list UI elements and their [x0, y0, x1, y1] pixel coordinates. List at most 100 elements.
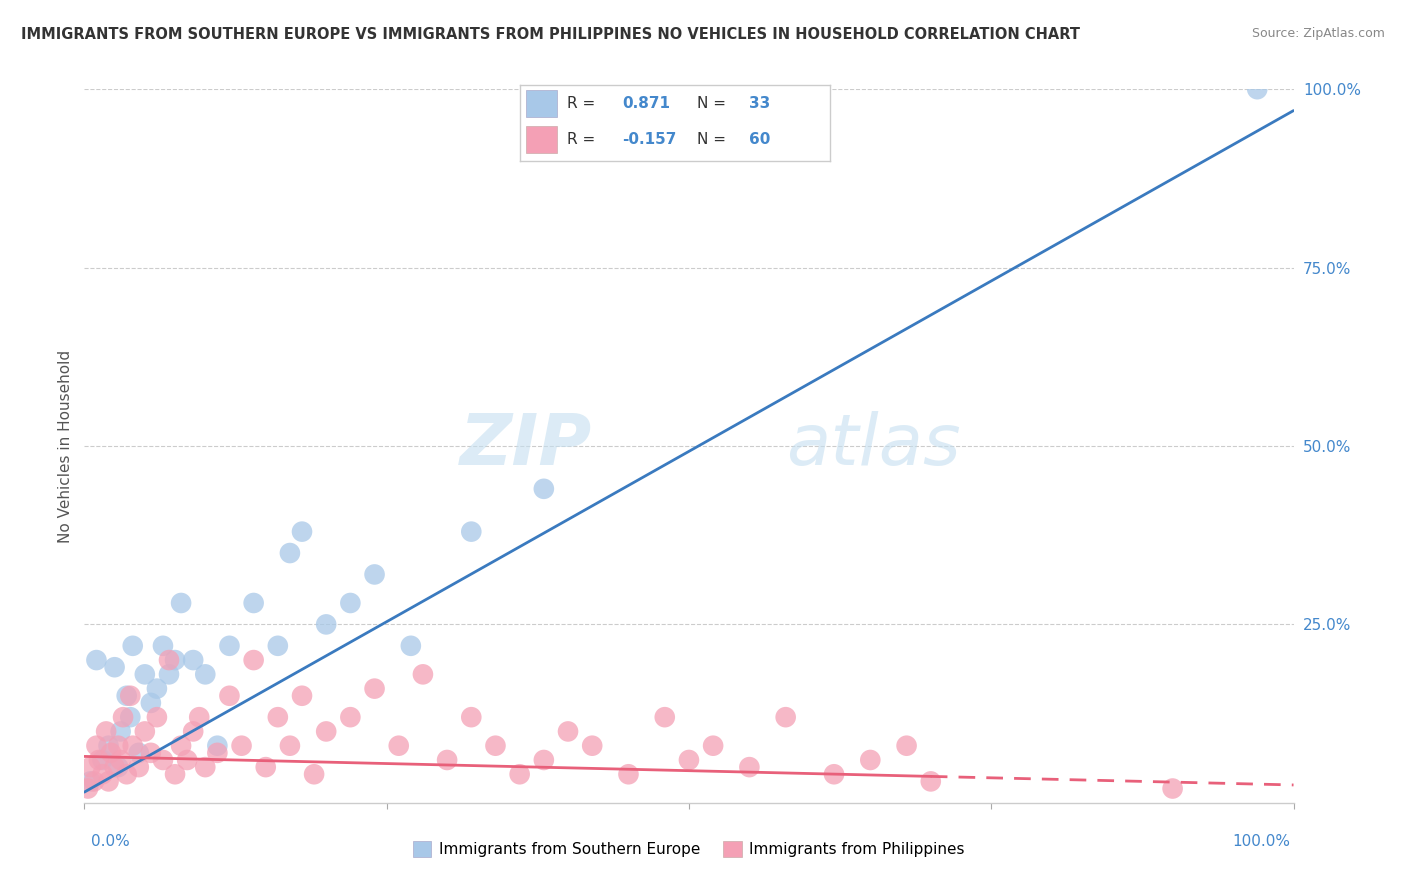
- Point: [278, 739, 301, 753]
- Point: [738, 760, 761, 774]
- Text: atlas: atlas: [786, 411, 960, 481]
- Point: [654, 710, 676, 724]
- Point: [436, 753, 458, 767]
- Text: N =: N =: [696, 132, 730, 147]
- Point: [557, 724, 579, 739]
- Point: [115, 767, 138, 781]
- Point: [146, 681, 169, 696]
- Point: [83, 774, 105, 789]
- Point: [896, 739, 918, 753]
- Point: [315, 617, 337, 632]
- Point: [110, 724, 132, 739]
- Text: 0.871: 0.871: [623, 95, 671, 111]
- Point: [100, 746, 122, 760]
- Point: [339, 710, 361, 724]
- Point: [139, 696, 162, 710]
- Point: [291, 689, 314, 703]
- Point: [242, 596, 264, 610]
- Text: IMMIGRANTS FROM SOUTHERN EUROPE VS IMMIGRANTS FROM PHILIPPINES NO VEHICLES IN HO: IMMIGRANTS FROM SOUTHERN EUROPE VS IMMIG…: [21, 27, 1080, 42]
- Point: [188, 710, 211, 724]
- Point: [134, 724, 156, 739]
- Point: [267, 710, 290, 724]
- Point: [121, 739, 143, 753]
- Text: 0.0%: 0.0%: [91, 834, 131, 849]
- Point: [823, 767, 845, 781]
- Point: [412, 667, 434, 681]
- Point: [194, 667, 217, 681]
- Point: [107, 760, 129, 774]
- Point: [1246, 82, 1268, 96]
- Point: [152, 639, 174, 653]
- Text: 60: 60: [749, 132, 770, 147]
- Text: 100.0%: 100.0%: [1233, 834, 1291, 849]
- Point: [460, 710, 482, 724]
- Point: [194, 760, 217, 774]
- Point: [97, 774, 120, 789]
- Point: [86, 739, 108, 753]
- Point: [165, 653, 187, 667]
- Point: [254, 760, 277, 774]
- Point: [94, 724, 117, 739]
- Point: [176, 753, 198, 767]
- Legend: Immigrants from Southern Europe, Immigrants from Philippines: Immigrants from Southern Europe, Immigra…: [406, 835, 972, 863]
- Point: [139, 746, 162, 760]
- Point: [97, 739, 120, 753]
- Point: [509, 767, 531, 781]
- Point: [79, 760, 101, 774]
- Point: [242, 653, 264, 667]
- Point: [399, 639, 422, 653]
- Point: [121, 639, 143, 653]
- Point: [157, 667, 180, 681]
- Text: N =: N =: [696, 95, 730, 111]
- Point: [128, 746, 150, 760]
- Point: [107, 739, 129, 753]
- Text: Source: ZipAtlas.com: Source: ZipAtlas.com: [1251, 27, 1385, 40]
- Y-axis label: No Vehicles in Household: No Vehicles in Household: [58, 350, 73, 542]
- Point: [207, 746, 229, 760]
- Point: [363, 567, 385, 582]
- Text: ZIP: ZIP: [460, 411, 592, 481]
- Point: [291, 524, 314, 539]
- Point: [134, 667, 156, 681]
- Point: [581, 739, 603, 753]
- Point: [170, 739, 193, 753]
- Point: [460, 524, 482, 539]
- Point: [484, 739, 506, 753]
- Point: [533, 482, 555, 496]
- Point: [181, 653, 204, 667]
- Point: [218, 689, 240, 703]
- Point: [702, 739, 724, 753]
- Point: [120, 689, 142, 703]
- Point: [165, 767, 187, 781]
- Point: [388, 739, 411, 753]
- Point: [170, 596, 193, 610]
- Bar: [526, 90, 557, 117]
- Point: [678, 753, 700, 767]
- Point: [617, 767, 640, 781]
- Point: [112, 710, 135, 724]
- Point: [1161, 781, 1184, 796]
- Point: [87, 753, 110, 767]
- Text: -0.157: -0.157: [623, 132, 676, 147]
- Point: [86, 653, 108, 667]
- Text: 33: 33: [749, 95, 770, 111]
- Point: [104, 660, 127, 674]
- Bar: [526, 127, 557, 153]
- Point: [363, 681, 385, 696]
- Point: [152, 753, 174, 767]
- Point: [775, 710, 797, 724]
- Point: [157, 653, 180, 667]
- Point: [302, 767, 325, 781]
- Text: R =: R =: [567, 132, 600, 147]
- Point: [79, 774, 101, 789]
- Point: [110, 753, 132, 767]
- Point: [115, 689, 138, 703]
- Point: [120, 710, 142, 724]
- Point: [146, 710, 169, 724]
- Point: [533, 753, 555, 767]
- Text: R =: R =: [567, 95, 600, 111]
- Point: [91, 753, 114, 767]
- Point: [859, 753, 882, 767]
- Point: [315, 724, 337, 739]
- Point: [77, 781, 100, 796]
